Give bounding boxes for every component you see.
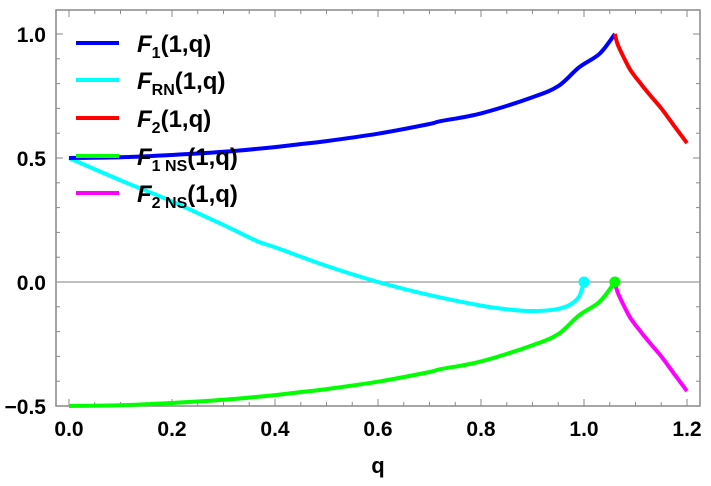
legend-item: FRN(1,q): [76, 68, 225, 99]
y-tick-label: 1.0: [17, 24, 46, 47]
y-tick-labels: −0.5 0.0 0.5 1.0: [5, 24, 47, 419]
x-axis-label: q: [371, 453, 384, 478]
x-tick-label: 1.0: [569, 418, 598, 441]
legend-item: F1(1,q): [76, 31, 211, 62]
x-tick-label: 0.0: [54, 418, 83, 441]
legend-label: F1(1,q): [137, 31, 211, 62]
legend-label: F1 NS(1,q): [137, 144, 238, 175]
series-line-f11q: [68, 32, 617, 160]
series-line-f2ns1q: [612, 281, 689, 393]
series-layer: [68, 32, 689, 408]
x-tick-label: 0.8: [466, 418, 496, 441]
legend-item: F1 NS(1,q): [76, 144, 238, 175]
legend-label: F2 NS(1,q): [137, 181, 238, 212]
series-line-f1ns1q: [68, 280, 617, 408]
legend: F1(1,q) FRN(1,q) F2(1,q) F1 NS(1,q) F2 NS(1,…: [76, 31, 238, 212]
legend-item: F2(1,q): [76, 106, 211, 137]
x-tick-label: 0.2: [157, 418, 186, 441]
x-tick-label: 0.6: [363, 418, 392, 441]
legend-label: FRN(1,q): [137, 68, 225, 99]
x-tick-labels: 0.0 0.2 0.4 0.6 0.8 1.0 1.2: [54, 418, 701, 441]
series-line-f21q: [612, 33, 689, 145]
legend-item: F2 NS(1,q): [76, 181, 238, 212]
y-tick-label: 0.0: [17, 272, 46, 295]
x-tick-label: 1.2: [672, 418, 701, 441]
endpoint-marker: [609, 276, 621, 288]
series-line-frn1q: [68, 156, 586, 314]
legend-label: F2(1,q): [137, 106, 211, 137]
axis-ticks: [56, 10, 700, 407]
endpoint-marker: [578, 276, 590, 288]
x-tick-label: 0.4: [260, 418, 290, 441]
y-tick-label: 0.5: [17, 148, 47, 171]
y-tick-label: −0.5: [5, 396, 47, 419]
